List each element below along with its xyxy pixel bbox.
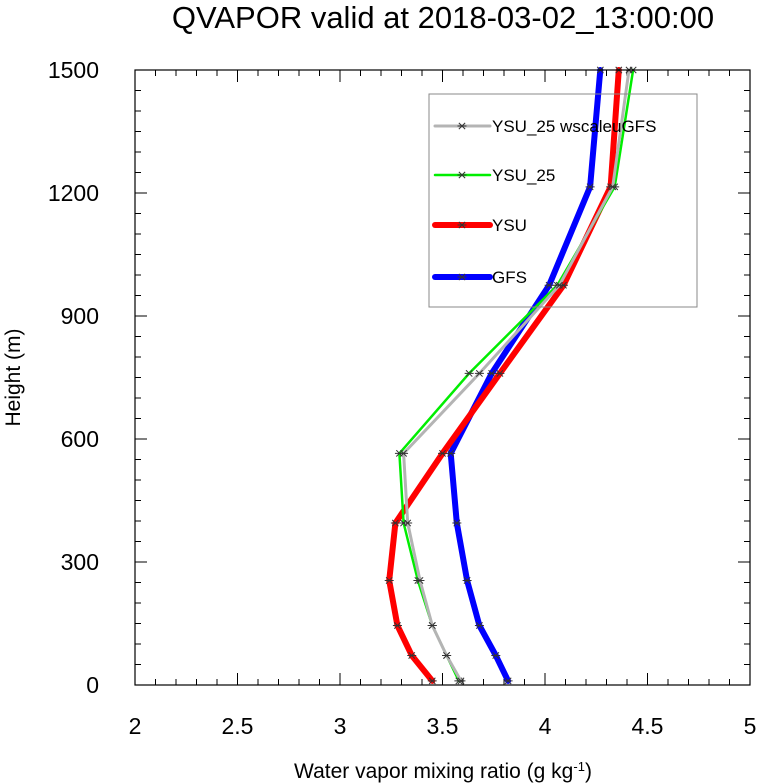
legend-label-ysu-25-wscaleugfs: YSU_25 wscaleuGFS	[492, 117, 656, 136]
y-tick-label: 300	[61, 549, 99, 575]
series-line-ysu-25	[398, 68, 635, 683]
legend-box	[428, 93, 698, 308]
data-point-ysu-25-wscaleugfs	[415, 576, 425, 584]
data-point-ysu	[390, 519, 400, 527]
y-tick-labels: 0 300 600 900 1200 1500	[48, 57, 99, 698]
data-point-gfs	[452, 519, 462, 527]
x-tick-labels: 2 2.5 3 3.5 4 4.5 5	[129, 713, 757, 739]
data-point-ysu-25-wscaleugfs	[554, 281, 564, 289]
data-point-ysu-25-wscaleugfs	[608, 183, 618, 191]
series-gfs	[446, 66, 605, 685]
axis-ticks	[134, 69, 751, 686]
series-line-gfs	[447, 67, 604, 684]
data-point-gfs	[503, 677, 513, 685]
data-point-gfs	[474, 622, 484, 630]
y-tick-label: 0	[86, 672, 99, 698]
data-point-ysu	[392, 622, 402, 630]
x-tick-label: 3	[334, 713, 347, 739]
series-ysu-25	[394, 66, 638, 685]
y-axis-title: Height (m)	[2, 328, 25, 426]
data-point-ysu	[438, 449, 447, 457]
data-point-ysu	[407, 651, 417, 659]
data-point-ysu-25-wscaleugfs	[442, 651, 452, 659]
legend-label-ysu-25: YSU_25	[492, 166, 555, 185]
series-line-ysu-25-wscaleugfs	[402, 68, 631, 683]
data-point-ysu-25-wscaleugfs	[474, 369, 484, 377]
data-point-ysu-25-wscaleugfs	[403, 519, 413, 527]
data-point-gfs	[446, 449, 456, 457]
legend-marker-ysu	[457, 221, 467, 229]
x-tick-label: 2	[129, 713, 142, 739]
data-point-gfs	[487, 369, 497, 377]
plot-frame	[134, 69, 751, 686]
data-point-ysu	[384, 576, 394, 584]
data-point-ysu-25	[464, 369, 474, 377]
legend-marker-ysu-25	[457, 171, 467, 179]
x-tick-label: 3.5	[427, 713, 459, 739]
legend-label-ysu: YSU	[492, 216, 527, 235]
data-point-ysu	[495, 369, 505, 377]
x-tick-label: 2.5	[222, 713, 254, 739]
data-point-ysu-25-wscaleugfs	[456, 677, 466, 685]
y-tick-label: 900	[61, 303, 99, 329]
series-ysu-25-wscaleugfs	[399, 66, 634, 685]
legend-label-gfs: GFS	[492, 268, 527, 287]
y-tick-label: 1500	[48, 57, 99, 83]
legend-marker-gfs	[457, 273, 467, 281]
chart-title: QVAPOR valid at 2018-03-02_13:00:00	[172, 0, 714, 35]
y-tick-label: 1200	[48, 180, 99, 206]
data-point-gfs	[585, 183, 595, 191]
x-tick-label: 5	[744, 713, 757, 739]
x-tick-label: 4	[539, 713, 552, 739]
data-point-gfs	[462, 576, 472, 584]
data-point-ysu-25-wscaleugfs	[427, 622, 437, 630]
x-axis-title-main: Water vapor mixing ratio (g kg	[294, 760, 573, 783]
data-point-gfs	[544, 281, 554, 289]
y-tick-label: 600	[61, 426, 99, 452]
legend-marker-ysu-25-wscaleugfs	[457, 122, 467, 130]
x-axis-title: Water vapor mixing ratio (g kg-1)	[294, 759, 592, 784]
data-point-gfs	[491, 651, 501, 659]
x-axis-title-suffix: )	[585, 760, 592, 783]
x-axis-title-exponent: -1	[573, 759, 585, 774]
series-lines	[384, 66, 638, 685]
legend: YSU_25 wscaleuGFS YSU_25 YSU GFS	[428, 93, 698, 308]
data-point-ysu	[427, 677, 437, 685]
x-tick-label: 4.5	[632, 713, 664, 739]
data-point-ysu-25-wscaleugfs	[399, 449, 409, 457]
